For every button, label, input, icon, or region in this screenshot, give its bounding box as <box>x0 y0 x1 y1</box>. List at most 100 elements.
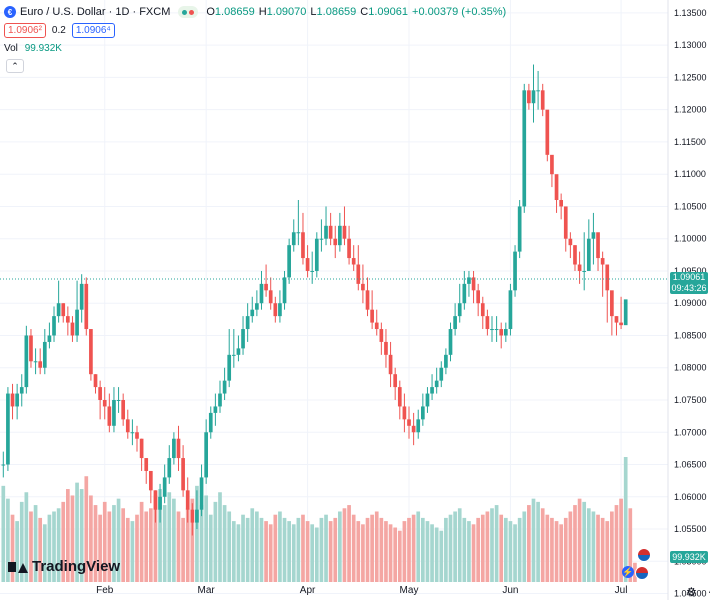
candle <box>522 83 527 213</box>
candle-body <box>614 316 619 323</box>
last-price-value: 1.09061 <box>672 272 706 282</box>
candle <box>559 193 563 220</box>
candle-body <box>176 438 181 459</box>
candle-body <box>213 406 218 413</box>
candle <box>231 329 236 368</box>
candle <box>508 283 513 336</box>
high-label: H <box>258 6 267 18</box>
tradingview-logo[interactable]: TradingView <box>8 558 120 575</box>
candle <box>338 212 342 252</box>
volume-bar <box>199 505 204 582</box>
candle <box>319 219 324 252</box>
candle <box>434 367 439 394</box>
sell-button[interactable]: 1.0906² <box>4 23 46 38</box>
price-tick-label: 1.08000 <box>674 363 707 373</box>
volume-bar <box>250 508 255 582</box>
candle <box>116 387 121 413</box>
candle-body <box>347 238 351 259</box>
collapse-legend-button[interactable]: ⌃ <box>6 59 24 73</box>
volume-bar <box>66 489 70 582</box>
candle <box>227 329 232 388</box>
candle-body <box>591 232 596 239</box>
candle <box>614 316 619 336</box>
candle-body <box>158 496 162 510</box>
volume-bar <box>176 511 181 582</box>
us-flag-icon[interactable] <box>635 566 649 580</box>
candle-body <box>596 232 600 259</box>
candle-body <box>425 393 430 407</box>
candle-body <box>107 406 112 426</box>
volume-bar <box>305 521 310 582</box>
candle <box>600 251 605 297</box>
candle-body <box>430 387 434 394</box>
candle-body <box>333 238 338 246</box>
candle <box>42 329 47 375</box>
candle-body <box>199 477 204 510</box>
candle-body <box>204 432 209 478</box>
us-flag-icon[interactable] <box>637 548 651 562</box>
time-axis[interactable]: FebMarAprMayJunJulAugSep <box>96 585 710 596</box>
price-tick-label: 1.12000 <box>674 105 707 115</box>
volume-bar <box>125 517 130 582</box>
volume-bar <box>24 492 29 582</box>
volume-bar <box>365 517 370 582</box>
candle-body <box>361 283 365 291</box>
volume-bar <box>577 498 582 582</box>
price-tick-label: 1.09500 <box>674 266 707 276</box>
volume-legend[interactable]: Vol 99.932K <box>4 43 62 54</box>
candle-body <box>296 232 301 234</box>
candle-body <box>513 251 517 291</box>
candle-body <box>485 316 490 330</box>
candle <box>361 264 365 304</box>
candle <box>93 374 98 394</box>
lightning-icon[interactable]: ⚡ <box>622 566 634 578</box>
candle <box>462 270 467 310</box>
price-tick-label: 1.07000 <box>674 427 707 437</box>
candle-body <box>29 335 33 362</box>
candle-body <box>531 90 536 104</box>
candle <box>347 225 351 265</box>
candle <box>278 290 282 323</box>
countdown-value: 09:43:26 <box>671 283 707 293</box>
volume-bar <box>218 492 222 582</box>
candle-body <box>130 432 135 434</box>
price-tick-label: 1.10000 <box>674 234 707 244</box>
price-tick-label: 1.11000 <box>674 169 706 179</box>
candle-body <box>573 245 577 265</box>
candle-body <box>19 387 24 394</box>
candle <box>52 306 56 342</box>
price-tick-label: 1.04500 <box>674 589 707 599</box>
candle <box>10 383 15 420</box>
candle-body <box>610 290 614 317</box>
price-tick-label: 1.07500 <box>674 395 707 405</box>
volume-bar <box>467 521 471 582</box>
volume-bar <box>264 521 268 582</box>
volume-bar <box>56 508 61 582</box>
candle <box>176 425 181 471</box>
candle <box>204 419 209 484</box>
price-tick-label: 1.12500 <box>674 72 707 82</box>
gear-icon[interactable]: ⚙ <box>686 585 697 599</box>
volume-bar <box>29 511 33 582</box>
candle-body <box>167 458 172 478</box>
candle-body <box>98 387 102 400</box>
buy-button[interactable]: 1.0906⁴ <box>71 23 115 38</box>
candle-body <box>356 264 361 284</box>
price-axis[interactable]: 1.13500 1.13000 1.12500 1.12000 1.11500 1.110… <box>674 8 707 599</box>
volume-bar <box>314 527 319 582</box>
symbol-title[interactable]: Euro / U.S. Dollar · 1D · FXCM <box>20 6 171 18</box>
volume-bar <box>596 514 600 582</box>
status-dot-icon <box>182 9 188 15</box>
candle <box>402 393 407 433</box>
candle <box>264 264 268 297</box>
candle-body <box>402 406 407 420</box>
market-status[interactable] <box>178 6 199 18</box>
candle <box>430 374 434 400</box>
chevron-up-icon: ⌃ <box>11 60 19 71</box>
candle-body <box>84 283 89 330</box>
time-tick-label: Feb <box>96 585 114 596</box>
candle-body <box>397 387 402 407</box>
volume-bar <box>453 511 457 582</box>
candle <box>213 393 218 426</box>
